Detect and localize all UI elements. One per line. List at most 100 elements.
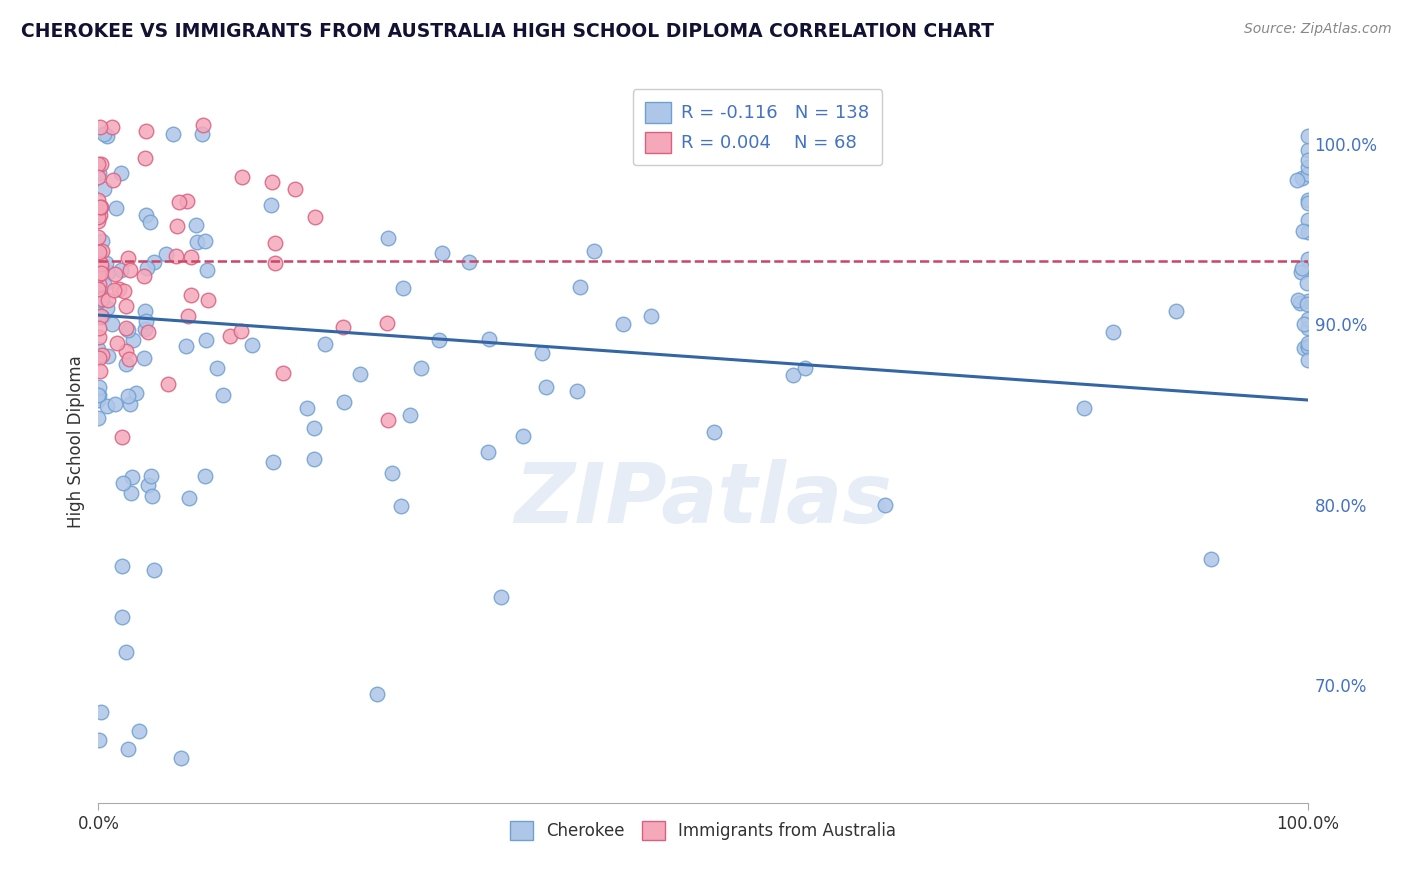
- Point: [349, 367, 371, 381]
- Point: [104, 201, 127, 215]
- Point: [87, 321, 110, 335]
- Point: [1296, 195, 1319, 210]
- Point: [1296, 213, 1319, 227]
- Point: [194, 234, 217, 248]
- Point: [91, 310, 114, 325]
- Point: [1292, 341, 1315, 355]
- Point: [121, 470, 143, 484]
- Point: [87, 732, 110, 747]
- Point: [1296, 194, 1319, 208]
- Point: [582, 244, 605, 258]
- Point: [240, 338, 263, 352]
- Point: [1291, 171, 1313, 186]
- Point: [87, 388, 110, 402]
- Point: [1285, 172, 1308, 186]
- Point: [191, 128, 214, 142]
- Point: [273, 366, 295, 380]
- Point: [87, 210, 110, 224]
- Point: [640, 309, 662, 323]
- Point: [1201, 552, 1223, 566]
- Point: [87, 294, 110, 309]
- Point: [1296, 336, 1319, 351]
- Point: [120, 263, 142, 277]
- Point: [87, 282, 110, 296]
- Point: [96, 129, 118, 144]
- Point: [165, 249, 187, 263]
- Point: [155, 247, 177, 261]
- Point: [166, 219, 188, 234]
- Point: [110, 263, 132, 277]
- Point: [120, 397, 142, 411]
- Point: [156, 376, 179, 391]
- Text: CHEROKEE VS IMMIGRANTS FROM AUSTRALIA HIGH SCHOOL DIPLOMA CORRELATION CHART: CHEROKEE VS IMMIGRANTS FROM AUSTRALIA HI…: [21, 22, 994, 41]
- Point: [135, 314, 157, 328]
- Point: [89, 200, 111, 214]
- Point: [1296, 340, 1319, 354]
- Point: [117, 741, 139, 756]
- Point: [87, 193, 110, 207]
- Point: [314, 337, 336, 351]
- Point: [93, 128, 115, 142]
- Point: [135, 261, 157, 276]
- Point: [132, 351, 155, 366]
- Point: [304, 211, 326, 225]
- Point: [90, 257, 112, 271]
- Point: [93, 277, 115, 291]
- Point: [87, 393, 110, 408]
- Point: [259, 198, 281, 212]
- Point: [1102, 326, 1125, 340]
- Point: [143, 255, 166, 269]
- Point: [89, 208, 111, 222]
- Point: [1296, 129, 1319, 144]
- Point: [333, 394, 356, 409]
- Point: [111, 476, 134, 491]
- Point: [139, 468, 162, 483]
- Point: [263, 256, 285, 270]
- Y-axis label: High School Diploma: High School Diploma: [66, 355, 84, 528]
- Point: [1291, 260, 1313, 275]
- Point: [264, 235, 287, 250]
- Point: [87, 262, 110, 277]
- Point: [512, 429, 534, 443]
- Point: [100, 120, 122, 135]
- Point: [229, 324, 252, 338]
- Point: [89, 364, 111, 378]
- Point: [1296, 353, 1319, 368]
- Point: [122, 334, 145, 348]
- Point: [87, 214, 110, 228]
- Point: [91, 292, 114, 306]
- Point: [565, 384, 588, 399]
- Point: [1296, 143, 1319, 157]
- Point: [110, 165, 132, 179]
- Point: [90, 706, 112, 720]
- Point: [87, 342, 110, 356]
- Point: [1292, 224, 1315, 238]
- Point: [89, 120, 111, 134]
- Point: [118, 351, 141, 366]
- Point: [90, 266, 112, 280]
- Point: [87, 293, 110, 307]
- Point: [477, 444, 499, 458]
- Point: [458, 255, 481, 269]
- Point: [875, 498, 897, 512]
- Point: [262, 455, 284, 469]
- Point: [205, 361, 228, 376]
- Point: [1289, 265, 1312, 279]
- Point: [1073, 401, 1095, 415]
- Point: [197, 293, 219, 308]
- Point: [89, 284, 111, 298]
- Point: [782, 368, 804, 382]
- Point: [1289, 296, 1312, 310]
- Point: [115, 357, 138, 371]
- Point: [170, 750, 193, 764]
- Point: [176, 339, 198, 353]
- Point: [105, 335, 128, 350]
- Legend: Cherokee, Immigrants from Australia: Cherokee, Immigrants from Australia: [502, 813, 904, 848]
- Point: [380, 467, 402, 481]
- Point: [87, 244, 110, 259]
- Point: [114, 321, 136, 335]
- Point: [366, 687, 388, 701]
- Point: [136, 477, 159, 491]
- Point: [1296, 252, 1319, 266]
- Point: [134, 152, 156, 166]
